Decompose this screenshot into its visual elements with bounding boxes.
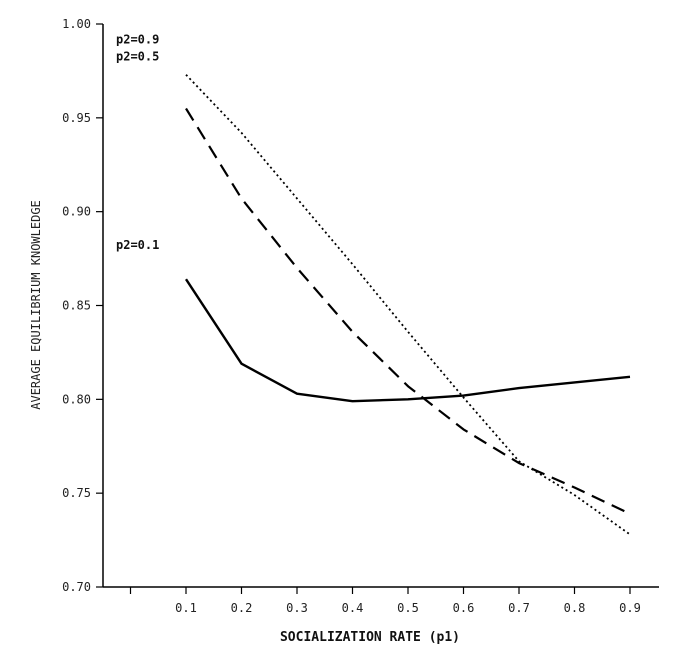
y-tick-label: 0.85 [62,299,91,313]
x-tick-label: 0.5 [397,601,419,615]
y-tick-label: 0.70 [62,580,91,594]
series-lines [184,74,631,536]
series-label: p2=0.5 [116,49,159,63]
y-tick-label: 0.95 [62,111,91,125]
x-tick-label: 0.7 [508,601,530,615]
x-tick-label: 0.4 [342,601,364,615]
y-tick-label: 0.80 [62,392,91,406]
y-axis-ticks: 0.70 0.75 0.80 0.85 0.90 0.95 1.00 [62,17,103,594]
series-line-p2-0-9 [185,74,631,536]
x-tick-label: 0.6 [453,601,475,615]
x-tick-label: 0.2 [231,601,253,615]
y-axis-label: AVERAGE EQUILIBRIUM KNOWLEDGE [29,200,43,410]
x-axis-ticks: 0.1 0.2 0.3 0.4 0.5 0.6 0.7 0.8 0.9 [129,587,641,615]
y-tick-label: 0.75 [62,486,91,500]
x-tick-label: 0.8 [564,601,586,615]
series-label: p2=0.9 [116,33,159,47]
series-labels: p2=0.1 p2=0.5 p2=0.9 [116,33,159,253]
series-label: p2=0.1 [116,238,159,252]
x-axis-label: SOCIALIZATION RATE (p1) [280,630,460,645]
y-tick-label: 0.90 [62,205,91,219]
x-tick-label: 0.1 [175,601,197,615]
x-tick-label: 0.3 [286,601,308,615]
series-line-p2-0-1 [184,278,631,403]
y-tick-label: 1.00 [62,17,91,31]
series-line-p2-0-5 [185,107,631,515]
x-tick-label: 0.9 [619,601,641,615]
